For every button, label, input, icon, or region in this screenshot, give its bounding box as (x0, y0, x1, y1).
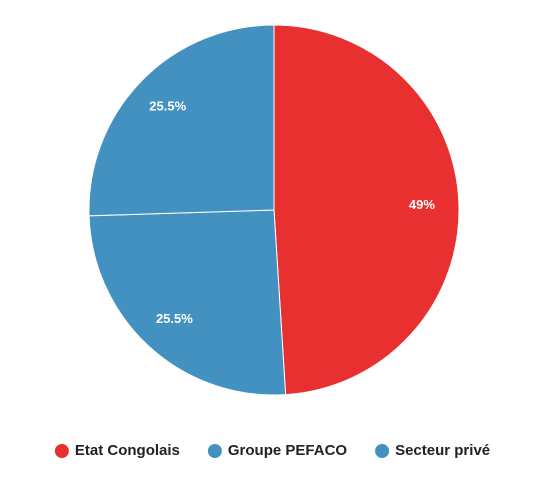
pie-slice (273, 24, 460, 396)
legend-marker (54, 444, 69, 458)
slice-label: 25.5% (156, 311, 193, 326)
slice-label: 49% (409, 197, 435, 212)
legend-label: Etat Congolais (75, 442, 180, 459)
pie-slice (88, 209, 287, 396)
slice-label: 25.5% (149, 98, 186, 113)
legend-label: Groupe PEFACO (228, 442, 348, 459)
legend-marker (207, 444, 222, 458)
pie-slice (88, 24, 275, 217)
legend-marker (375, 444, 390, 458)
legend-label: Secteur privé (395, 442, 490, 459)
